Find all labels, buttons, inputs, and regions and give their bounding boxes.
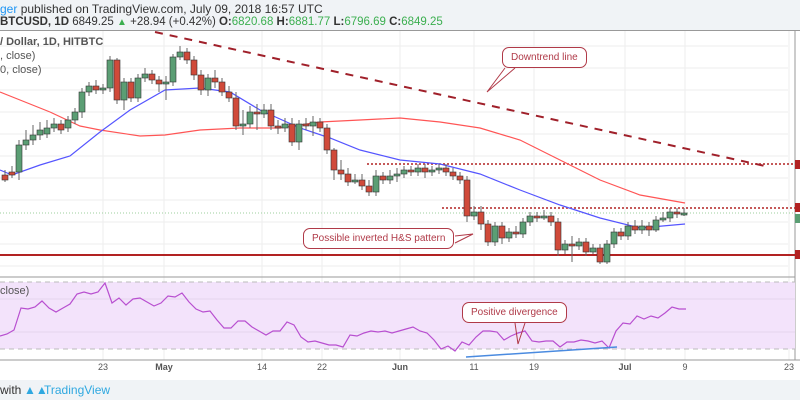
symbol-quote: BTCUSD, 1D 6849.25 ▲ +28.94 (+0.42%) O:6… (0, 16, 443, 28)
up-arrow-icon: ▲ (117, 17, 127, 28)
tradingview-logo-icon: ▲▲ (24, 383, 48, 397)
high-value: 6881.77 (288, 16, 331, 28)
divergence-callout[interactable]: Positive divergence (462, 302, 567, 323)
x-tick-label: 23 (783, 362, 795, 372)
open-value: 6820.68 (231, 16, 274, 28)
legend-ma-long: 0, close) (0, 64, 42, 76)
publish-info: ger published on TradingView.com, July 0… (0, 2, 323, 16)
x-tick-label: 11 (469, 362, 479, 372)
footer: with ▲▲ TradingView (0, 380, 800, 400)
downtrend-callout[interactable]: Downtrend line (502, 47, 587, 68)
price-change: +28.94 (+0.42%) (130, 16, 216, 28)
high-label: H: (276, 16, 289, 28)
symbol: BTCUSD, 1D (0, 16, 70, 28)
legend-ma-short: , close) (0, 50, 36, 62)
x-tick-label: Jun (391, 362, 409, 372)
close-label: C: (389, 16, 402, 28)
tradingview-link[interactable]: TradingView (44, 383, 111, 397)
resistance-price-tag (795, 160, 800, 169)
x-tick-label: Jul (618, 362, 632, 372)
x-tick-label: 9 (682, 362, 688, 372)
low-value: 6796.69 (344, 16, 386, 28)
price-chart[interactable] (0, 0, 800, 380)
last-price-tag (795, 214, 800, 223)
neckline-price-tag (795, 203, 800, 212)
legend-rsi: close) (0, 285, 30, 297)
chart-legend-title: / Dollar, 1D, HITBTC (0, 36, 104, 48)
x-tick-label: 23 (97, 362, 109, 372)
publish-header: ger published on TradingView.com, July 0… (0, 0, 800, 31)
x-tick-label: 19 (528, 362, 540, 372)
low-label: L: (333, 16, 345, 28)
close-value: 6849.25 (401, 16, 443, 28)
open-label: O: (218, 16, 232, 28)
x-tick-label: May (155, 362, 173, 372)
hs-pattern-callout[interactable]: Possible inverted H&S pattern (303, 228, 455, 249)
author-link[interactable]: ger (0, 2, 18, 16)
x-tick-label: 14 (256, 362, 268, 372)
publish-text: published on TradingView.com, July 09, 2… (20, 2, 323, 16)
last-price: 6849.25 (72, 16, 114, 28)
footer-with: with (0, 383, 22, 397)
x-tick-label: 22 (316, 362, 328, 372)
support-price-tag (795, 250, 800, 259)
